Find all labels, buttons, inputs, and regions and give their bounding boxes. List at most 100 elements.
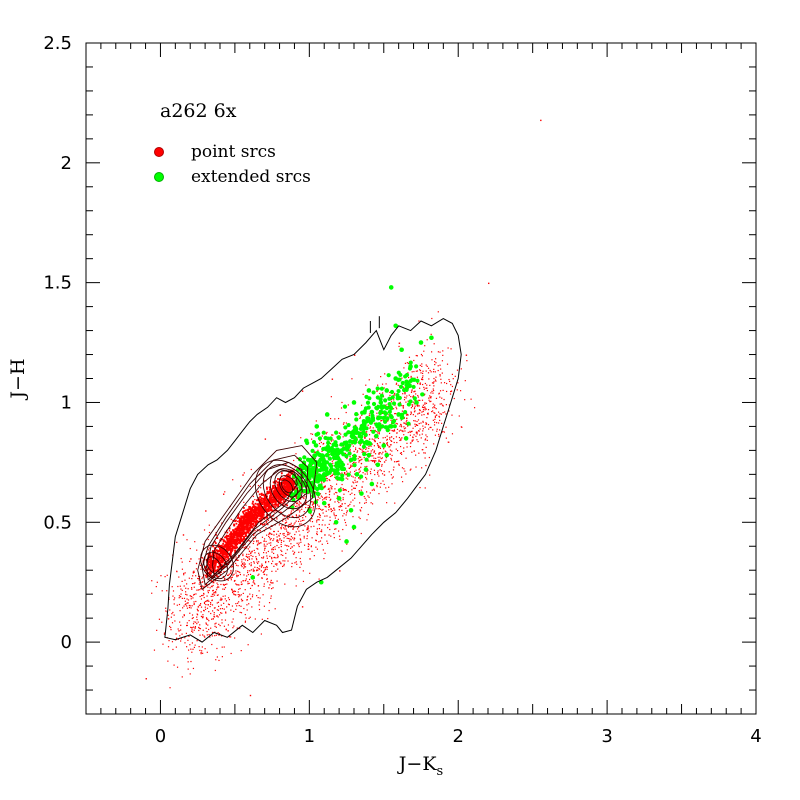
point-src-dot <box>417 440 419 443</box>
point-src-dot <box>365 476 367 479</box>
point-src-dot <box>240 598 243 600</box>
extended-src-dot <box>376 404 381 410</box>
point-src-dot <box>390 444 392 446</box>
point-src-dot <box>338 530 340 532</box>
point-src-dot <box>244 535 247 538</box>
point-src-dot <box>376 442 379 445</box>
point-src-dot <box>239 595 241 597</box>
point-src-dot <box>328 506 330 508</box>
point-src-dot <box>317 499 319 501</box>
point-src-dot <box>171 641 174 643</box>
point-src-dot <box>427 423 430 426</box>
extended-src-dot <box>250 575 256 580</box>
point-src-dot <box>297 509 299 511</box>
point-src-dot <box>317 519 319 521</box>
point-src-dot <box>360 462 363 465</box>
point-src-dot <box>233 534 235 537</box>
point-src-dot <box>449 393 452 395</box>
point-src-dot <box>222 542 225 545</box>
point-src-dot <box>221 635 223 637</box>
extended-src-dot <box>347 451 352 456</box>
point-src-dot <box>259 496 262 498</box>
point-src-dot <box>163 632 166 634</box>
point-src-dot <box>251 520 254 522</box>
point-src-dot <box>295 514 297 516</box>
point-src-dot <box>202 585 204 587</box>
point-src-dot <box>162 643 164 645</box>
point-src-dot <box>231 548 234 551</box>
point-src-dot <box>309 520 311 522</box>
extended-src-dot <box>315 491 320 496</box>
point-src-dot <box>453 397 455 400</box>
point-src-dot <box>215 622 217 624</box>
point-src-dot <box>269 505 272 508</box>
point-src-dot <box>388 414 390 416</box>
point-src-dot <box>202 615 204 618</box>
point-src-dot <box>249 526 252 528</box>
point-src-dot <box>213 560 216 563</box>
point-src-dot <box>232 627 234 629</box>
point-src-dot <box>219 561 222 564</box>
point-src-dot <box>233 536 235 539</box>
point-src-dot <box>364 473 366 475</box>
point-src-dot <box>239 571 241 574</box>
extended-src-dot <box>375 424 380 429</box>
point-src-dot <box>241 539 244 542</box>
point-src-dot <box>284 522 286 524</box>
point-src-dot <box>416 424 419 427</box>
point-src-dot <box>406 362 408 364</box>
point-src-dot <box>264 498 267 501</box>
point-src-dot <box>185 603 187 605</box>
point-src-dot <box>261 557 263 559</box>
point-src-dot <box>212 563 215 566</box>
point-src-dot <box>411 440 413 442</box>
point-src-dot <box>256 503 259 506</box>
point-src-dot <box>368 496 370 498</box>
point-src-dot <box>352 528 355 531</box>
point-src-dot <box>244 517 246 520</box>
point-src-dot <box>265 552 267 554</box>
extended-src-dot <box>398 384 404 389</box>
point-src-dot <box>307 507 309 509</box>
point-src-dot <box>226 535 229 538</box>
point-src-dot <box>382 437 384 439</box>
point-src-dot <box>356 437 358 439</box>
point-src-dot <box>398 430 401 432</box>
point-src-dot <box>330 396 332 398</box>
point-src-dot <box>246 599 248 601</box>
point-src-dot <box>388 432 391 434</box>
point-src-dot <box>359 417 361 420</box>
point-src-dot <box>400 476 403 478</box>
point-src-dot <box>192 597 194 599</box>
point-src-dot <box>434 415 437 417</box>
point-src-dot <box>351 378 353 380</box>
point-src-dot <box>219 557 221 560</box>
point-src-dot <box>359 456 361 458</box>
point-src-dot <box>322 519 324 521</box>
point-src-dot <box>432 429 434 431</box>
point-src-dot <box>191 583 194 585</box>
point-src-dot <box>320 441 322 444</box>
point-src-dot <box>214 560 217 563</box>
point-src-dot <box>207 538 209 541</box>
point-src-dot <box>239 611 241 614</box>
point-src-dot <box>439 351 441 353</box>
point-src-dot <box>421 399 424 401</box>
point-src-dot <box>287 497 290 500</box>
point-src-dot <box>262 557 264 559</box>
point-src-dot <box>212 618 214 620</box>
point-src-dot <box>180 557 182 560</box>
point-src-dot <box>227 545 230 548</box>
point-src-dot <box>293 486 295 489</box>
point-src-dot <box>181 589 183 592</box>
point-src-dot <box>396 428 399 430</box>
point-src-dot <box>275 480 278 483</box>
point-src-dot <box>249 598 252 600</box>
point-src-dot <box>208 563 211 566</box>
point-src-dot <box>200 615 203 618</box>
point-src-dot <box>430 397 432 399</box>
point-src-dot <box>233 539 236 542</box>
point-src-dot <box>435 397 438 400</box>
point-src-dot <box>384 436 386 439</box>
point-src-dot <box>235 544 238 547</box>
